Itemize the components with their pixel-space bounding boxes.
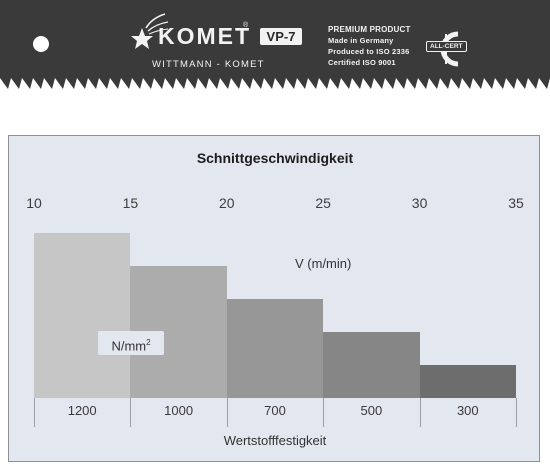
interval-divider-30 — [419, 398, 421, 427]
bar-300 — [419, 365, 516, 398]
speed-tick-10: 10 — [26, 195, 42, 211]
interval-divider-15 — [130, 398, 132, 427]
info-line-iso-9001: Certified ISO 9001 — [328, 58, 396, 67]
strength-unit-superscript: 2 — [146, 338, 151, 347]
interval-divider-35 — [516, 398, 517, 427]
brand-subtitle: WITTMANN - KOMET — [152, 59, 265, 70]
speed-tick-20: 20 — [219, 195, 235, 211]
speed-tick-15: 15 — [122, 195, 139, 211]
registered-mark: ® — [243, 22, 249, 29]
strength-label-1000: 1000 — [164, 403, 194, 418]
interval-divider-10 — [34, 398, 35, 427]
chart-panel — [8, 135, 540, 462]
interval-divider-20 — [226, 398, 228, 427]
info-line-iso-2336: Produced to ISO 2336 — [328, 47, 410, 56]
speed-axis-label: V (m/min) — [295, 256, 352, 271]
bar-500 — [323, 332, 420, 398]
saw-blade-shape — [0, 0, 550, 89]
saw-blade-banner: KOMET ® VP-7 WITTMANN - KOMET PREMIUM PR… — [0, 0, 550, 92]
cert-badge: ALL-CERT — [426, 41, 467, 52]
strength-label-300: 300 — [456, 403, 479, 418]
mounting-hole-icon — [33, 36, 49, 52]
strength-label-500: 500 — [360, 403, 383, 418]
model-badge: VP-7 — [260, 28, 302, 45]
strength-unit-label: N/mm2 — [98, 331, 164, 355]
x-axis-label: Wertstofffestigkeit — [223, 433, 327, 448]
speed-tick-35: 35 — [508, 195, 524, 211]
interval-divider-25 — [323, 398, 325, 427]
strength-label-700: 700 — [264, 403, 286, 418]
bar-1200 — [34, 233, 131, 398]
info-line-made-in: Made in Germany — [328, 36, 394, 45]
strength-unit-text: N/mm — [111, 338, 147, 354]
speed-tick-30: 30 — [411, 195, 428, 211]
info-line-premium: PREMIUM PRODUCT — [328, 25, 411, 34]
strength-label-1200: 1200 — [67, 403, 97, 418]
brand-name: KOMET — [158, 23, 252, 49]
comet-star-icon — [131, 13, 169, 49]
bar-700 — [226, 299, 324, 398]
speed-tick-25: 25 — [315, 195, 331, 211]
chart-title: Schnittgeschwindigkeit — [196, 150, 354, 166]
